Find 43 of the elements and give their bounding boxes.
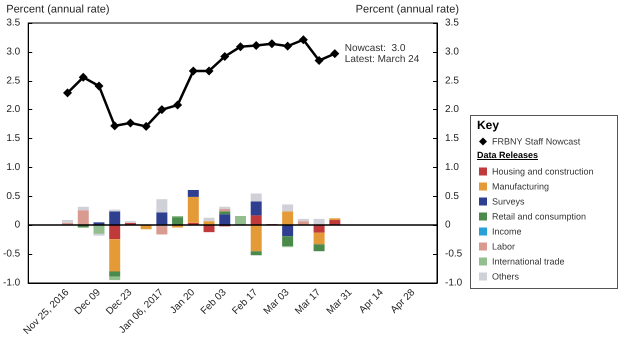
y-tick-label: 1.0 [6, 162, 21, 173]
legend-label: Surveys [492, 196, 526, 206]
y-tick-label: -1.0 [2, 278, 21, 288]
x-tick-label: Feb 17 [230, 286, 260, 317]
x-tick-label: Mar 03 [262, 286, 292, 317]
legend-label: FRBNY Staff Nowcast [492, 136, 581, 146]
x-tick-label: Mar 31 [324, 286, 355, 317]
y-tick-label: 1.5 [6, 133, 21, 144]
x-tick-label: Apr 14 [357, 286, 386, 316]
legend-label: Housing and construction [492, 166, 594, 176]
legend-label: Income [492, 226, 522, 236]
y2-tick-label: 0.5 [445, 190, 460, 202]
y-tick-label: 0 [14, 220, 21, 231]
legend-title: Key [477, 118, 500, 132]
legend-label: Others [492, 272, 520, 282]
y2-tick-label: 3.0 [445, 46, 460, 58]
x-tick-label: Dec 09 [72, 286, 104, 318]
y2-tick-label: 3.5 [445, 18, 460, 28]
y2-tick-label: -0.5 [445, 248, 463, 260]
x-tick-label: Mar 17 [293, 286, 324, 317]
y2-axis-title: Percent (annual rate) [356, 4, 459, 16]
y-axis-title: Percent (annual rate) [6, 4, 110, 16]
legend-label: International trade [492, 256, 565, 266]
legend-label: Retail and consumption [492, 212, 586, 222]
y2-tick-label: -1.0 [445, 278, 463, 288]
y-tick-label: 0.5 [6, 190, 21, 202]
y2-tick-label: 1.5 [445, 133, 460, 144]
legend-label: Labor [492, 242, 516, 252]
x-tick-label: Apr 28 [388, 286, 418, 316]
y2-tick-label: 0 [445, 220, 451, 231]
y-tick-label: 3.0 [6, 46, 21, 58]
y-tick-label: -0.5 [2, 248, 21, 260]
text: Data Releases [477, 150, 538, 160]
x-tick-label: Feb 03 [198, 286, 229, 317]
y-tick-label: 3.5 [6, 18, 21, 28]
legend-label: Manufacturing [492, 182, 550, 192]
x-tick-label: Jan 20 [168, 286, 198, 316]
y2-tick-label: 1.0 [445, 162, 460, 173]
annotation: Nowcast: 3.0 Latest: March 24 [344, 42, 420, 65]
y2-tick-label: 2.5 [445, 75, 460, 86]
y-tick-label: 2.5 [6, 75, 21, 86]
y2-tick-label: 2.0 [445, 104, 460, 116]
y-tick-label: 2.0 [6, 104, 21, 116]
